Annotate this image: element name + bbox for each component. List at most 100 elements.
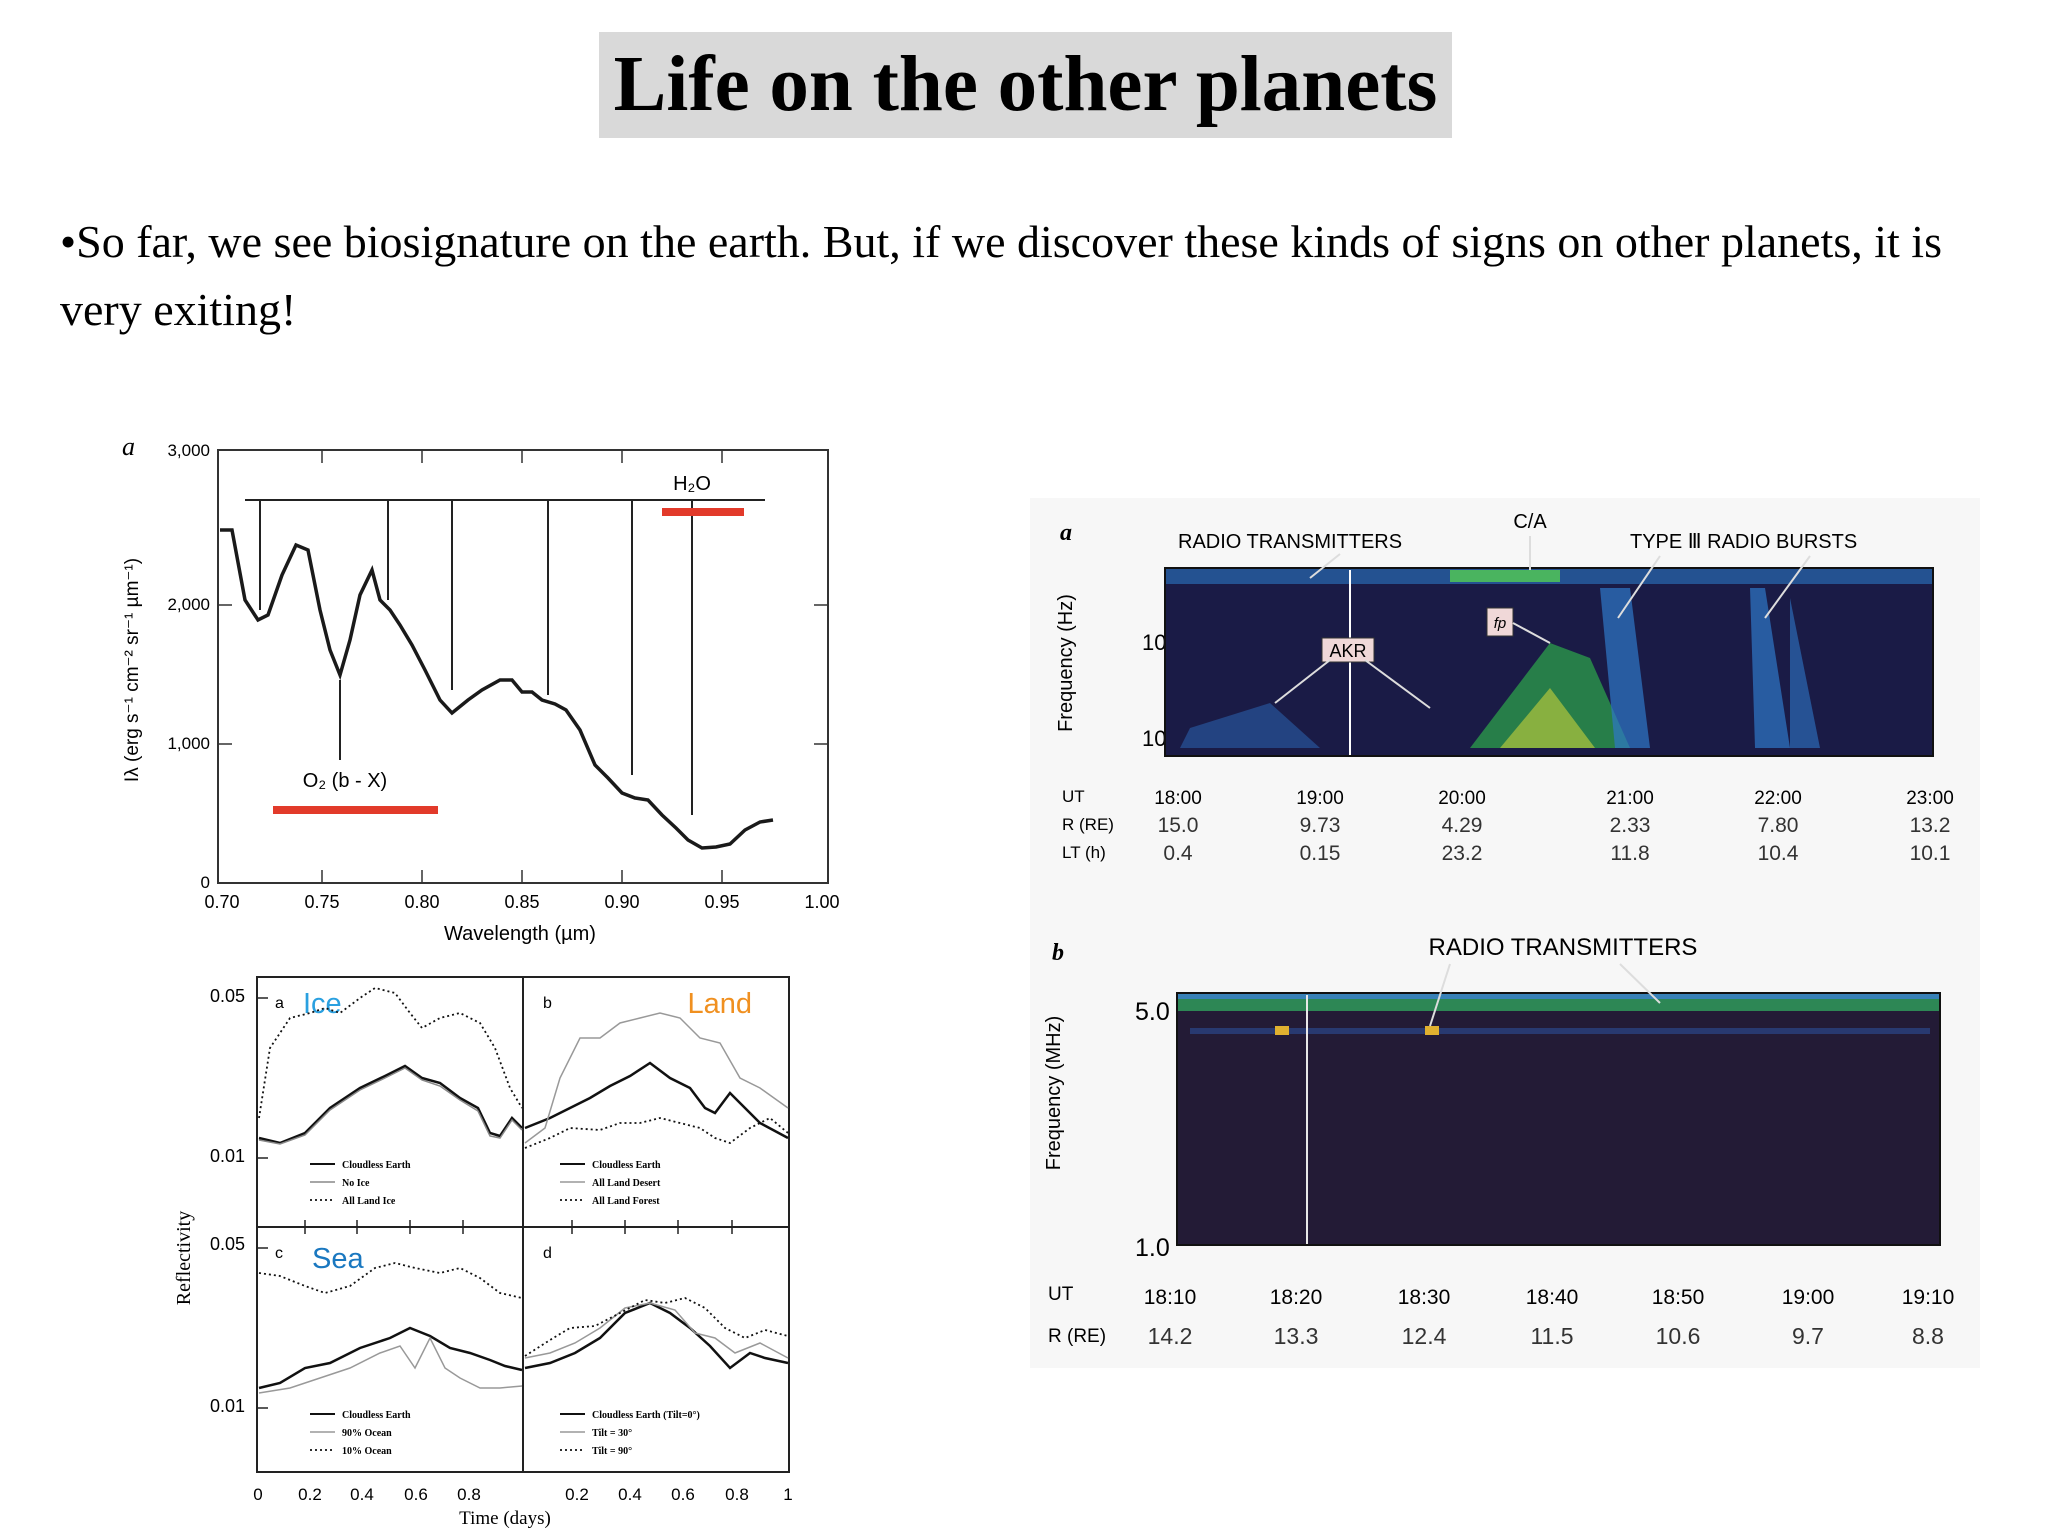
annotation-akr: AKR xyxy=(1329,641,1366,661)
radio-figure: a Frequency (Hz) 10⁶ 10⁵ RADIO TRANSMITT… xyxy=(1030,498,1980,1368)
legend-item: 10% Ocean xyxy=(342,1446,392,1457)
x-tick: 0.85 xyxy=(504,892,539,912)
ut-value: 18:10 xyxy=(1144,1286,1197,1309)
subpanel-sea-title: Sea xyxy=(312,1243,364,1275)
y-tick: 0.01 xyxy=(210,1146,245,1166)
radio-panel-b-letter: b xyxy=(1052,940,1064,966)
h2o-label: H₂O xyxy=(673,473,711,495)
spectrum-x-ticks: 0.70 0.75 0.80 0.85 0.90 0.95 1.00 xyxy=(204,450,840,912)
ut-value: 19:00 xyxy=(1296,788,1344,809)
y-tick: 0 xyxy=(201,873,210,892)
ut-value: 18:30 xyxy=(1398,1286,1451,1309)
reflectivity-ylabel: Reflectivity xyxy=(173,1211,195,1305)
r-value: 2.33 xyxy=(1610,814,1651,837)
x-tick: 0.6 xyxy=(671,1485,695,1504)
radio-a-lt: 0.4 0.15 23.2 11.8 10.4 10.1 xyxy=(1163,842,1950,865)
radio-b-ylabel: Frequency (MHz) xyxy=(1043,1016,1065,1170)
lt-value: 0.4 xyxy=(1163,842,1193,865)
annotation-radio-transmitters: RADIO TRANSMITTERS xyxy=(1178,531,1402,553)
legend-item: Tilt = 30° xyxy=(592,1428,632,1439)
x-tick: 0.95 xyxy=(704,892,739,912)
legend-item: All Land Forest xyxy=(592,1196,660,1207)
x-tick: 0.4 xyxy=(350,1485,374,1504)
x-tick: 0.90 xyxy=(604,892,639,912)
radio-a-rows: UT R (RE) LT (h) xyxy=(1062,787,1114,862)
r-value: 13.3 xyxy=(1274,1323,1319,1349)
h2o-band-marker xyxy=(662,508,744,516)
spectrum-frame xyxy=(217,449,829,884)
x-tick: 0.80 xyxy=(404,892,439,912)
ut-value: 18:20 xyxy=(1270,1286,1323,1309)
radio-b-rows: UT R (RE) xyxy=(1048,1284,1106,1347)
y-tick: 0.05 xyxy=(210,986,245,1006)
lt-value: 10.4 xyxy=(1758,842,1799,865)
lt-value: 11.8 xyxy=(1610,842,1649,865)
y-tick: 0.05 xyxy=(210,1234,245,1254)
legend-item: 90% Ocean xyxy=(342,1428,392,1439)
subpanel-c-letter: c xyxy=(275,1245,283,1262)
bullet-text: •So far, we see biosignature on the eart… xyxy=(60,216,1942,335)
row-label: UT xyxy=(1048,1284,1074,1305)
legend-item: All Land Ice xyxy=(342,1196,396,1207)
x-tick: 0.70 xyxy=(204,892,239,912)
spectrum-xlabel: Wavelength (µm) xyxy=(444,923,596,945)
spectrogram-b xyxy=(1177,993,1940,1245)
lt-value: 10.1 xyxy=(1910,842,1951,865)
x-tick: 0.8 xyxy=(457,1485,481,1504)
ut-value: 18:40 xyxy=(1526,1286,1579,1309)
row-label: LT (h) xyxy=(1062,843,1106,862)
ut-value: 19:10 xyxy=(1902,1286,1955,1309)
slide-title: Life on the other planets xyxy=(613,41,1438,128)
r-value: 13.2 xyxy=(1910,814,1951,837)
radio-b-ut: 18:10 18:20 18:30 18:40 18:50 19:00 19:1… xyxy=(1144,1286,1955,1309)
legend-item: Cloudless Earth xyxy=(342,1160,411,1171)
lt-value: 23.2 xyxy=(1442,842,1483,865)
lt-value: 0.15 xyxy=(1300,842,1341,865)
spectrum-y-ticks: 0 1,000 2,000 3,000 xyxy=(167,441,828,892)
x-tick: 0.8 xyxy=(725,1485,749,1504)
ut-value: 18:00 xyxy=(1154,788,1202,809)
ut-value: 20:00 xyxy=(1438,788,1486,809)
r-value: 7.80 xyxy=(1758,814,1799,837)
r-value: 4.29 xyxy=(1442,814,1483,837)
y-tick: 5.0 xyxy=(1135,998,1170,1026)
ut-value: 21:00 xyxy=(1606,788,1654,809)
subpanel-land-title: Land xyxy=(687,988,752,1020)
row-label: R (RE) xyxy=(1062,815,1114,834)
x-tick: 0.2 xyxy=(565,1485,589,1504)
r-value: 8.8 xyxy=(1912,1323,1944,1349)
absorption-lines xyxy=(245,499,765,815)
subpanel-d-letter: d xyxy=(543,1245,552,1262)
r-value: 15.0 xyxy=(1158,814,1199,837)
r-value: 9.73 xyxy=(1300,814,1341,837)
reflectivity-frames xyxy=(256,976,790,1473)
annotation-radio-transmitters-b: RADIO TRANSMITTERS xyxy=(1429,934,1698,961)
r-value: 11.5 xyxy=(1530,1323,1573,1349)
radio-a-r: 15.0 9.73 4.29 2.33 7.80 13.2 xyxy=(1158,814,1951,837)
r-value: 10.6 xyxy=(1656,1323,1701,1349)
ut-value: 22:00 xyxy=(1754,788,1802,809)
y-tick: 1,000 xyxy=(167,734,210,753)
row-label: UT xyxy=(1062,787,1085,806)
x-tick: 1 xyxy=(783,1485,792,1504)
reflectivity-figure: Reflectivity 0.05 0.01 0.05 0.01 a Ice C… xyxy=(173,976,793,1528)
x-tick: 0.6 xyxy=(404,1485,428,1504)
o2-band-marker xyxy=(273,806,438,814)
legend-item: All Land Desert xyxy=(592,1178,661,1189)
x-tick: 0.4 xyxy=(618,1485,642,1504)
spectrum-ylabel: Iλ (erg s⁻¹ cm⁻² sr⁻¹ µm⁻¹) xyxy=(122,558,143,782)
radio-a-ylabel: Frequency (Hz) xyxy=(1055,594,1077,732)
subpanel-a-letter: a xyxy=(275,995,284,1012)
spectrum-panel-letter: a xyxy=(122,432,135,461)
radio-panel-a-letter: a xyxy=(1060,520,1072,546)
o2-label: O₂ (b - X) xyxy=(303,770,387,792)
x-tick: 0 xyxy=(253,1485,262,1504)
reflectivity-xlabel: Time (days) xyxy=(459,1508,551,1528)
title-box: Life on the other planets xyxy=(599,32,1452,138)
x-tick: 0.2 xyxy=(298,1485,322,1504)
subpanel-b-letter: b xyxy=(543,995,552,1012)
legend-item: Tilt = 90° xyxy=(592,1446,632,1457)
r-value: 14.2 xyxy=(1148,1323,1193,1349)
r-value: 12.4 xyxy=(1402,1323,1447,1349)
radio-b-r: 14.2 13.3 12.4 11.5 10.6 9.7 8.8 xyxy=(1148,1323,1944,1349)
